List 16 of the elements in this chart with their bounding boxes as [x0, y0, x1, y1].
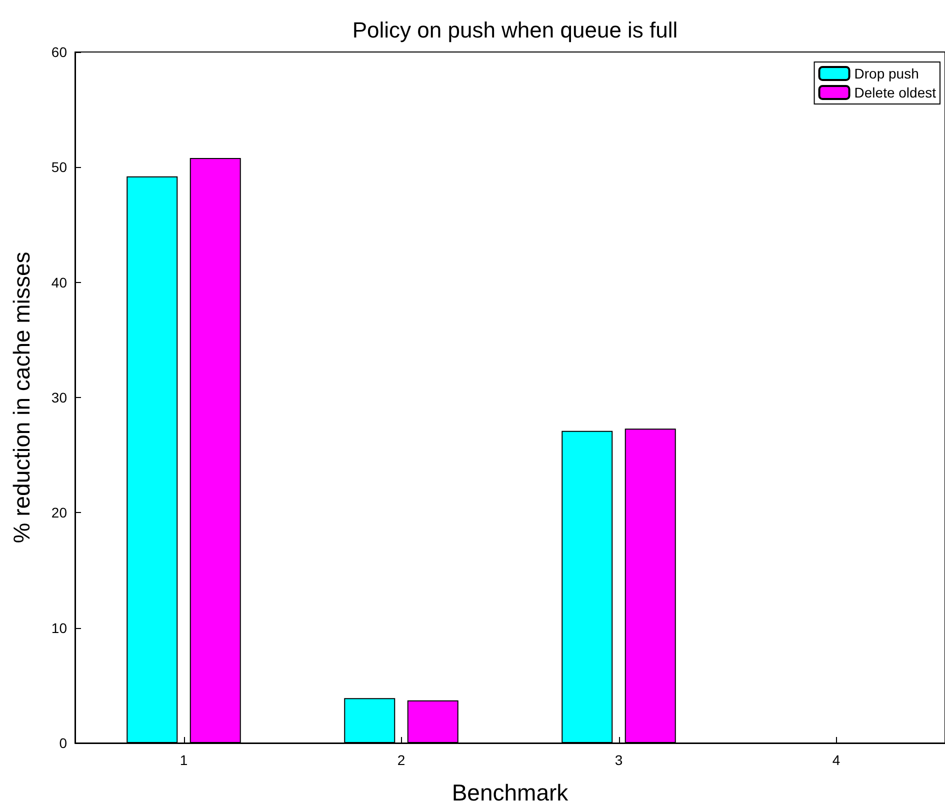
x-tick-label: 2	[397, 752, 406, 768]
y-tick-label: 60	[51, 44, 68, 60]
y-tick-label: 40	[51, 274, 68, 290]
y-tick-label: 0	[59, 735, 68, 751]
y-axis-title: % reduction in cache misses	[8, 252, 34, 544]
y-tick-label: 50	[51, 159, 68, 176]
x-axis-title: Benchmark	[452, 780, 569, 806]
x-tick-label: 4	[832, 752, 840, 768]
x-tick-label: 1	[180, 752, 188, 768]
y-tick-label: 30	[51, 390, 68, 406]
y-tick-label: 10	[51, 620, 68, 636]
chart-title: Policy on push when queue is full	[352, 18, 678, 42]
legend-label: Delete oldest	[854, 84, 936, 100]
y-tick-label: 20	[51, 504, 68, 521]
legend-label: Drop push	[854, 66, 919, 82]
x-tick-label: 3	[614, 752, 623, 768]
